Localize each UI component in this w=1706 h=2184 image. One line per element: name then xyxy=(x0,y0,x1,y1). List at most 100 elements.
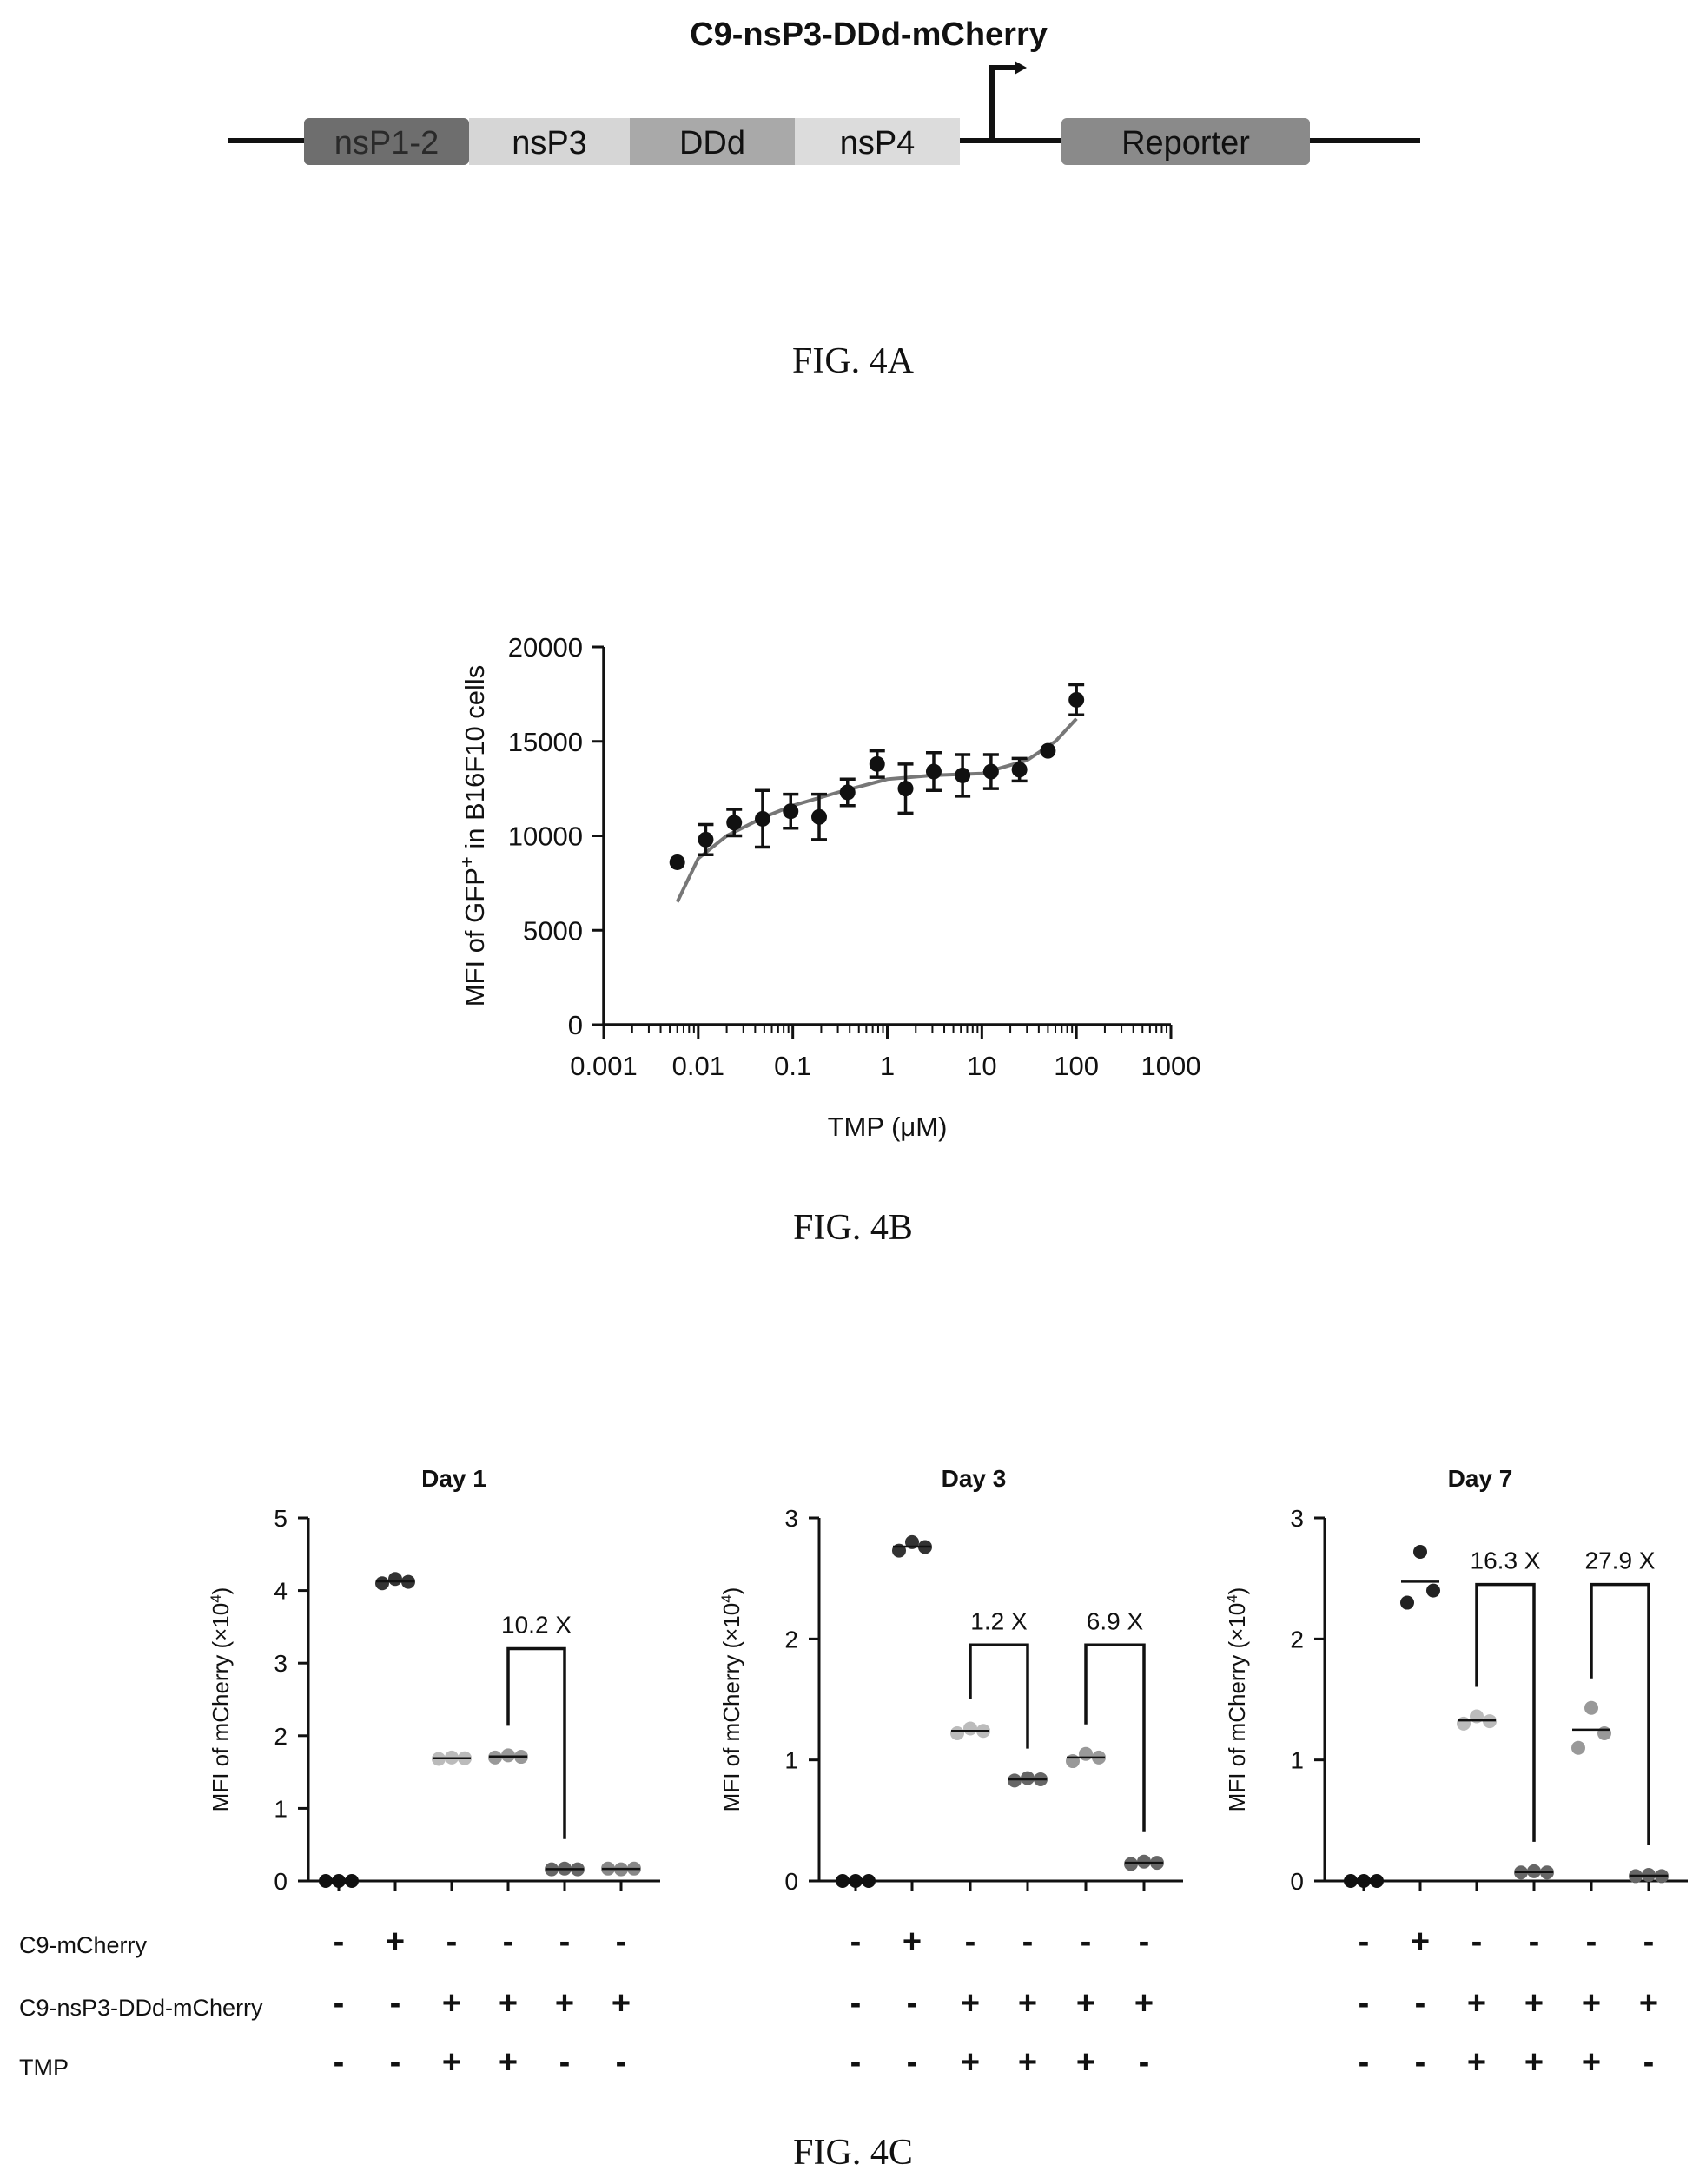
construct-segments: nsP1-2 nsP3 DDd nsP4 Reporter xyxy=(304,118,1310,165)
condition-sign: + xyxy=(1524,1985,1544,2022)
data-point xyxy=(1040,742,1056,759)
sample-point xyxy=(1571,1740,1585,1755)
data-point xyxy=(754,810,770,827)
data-point xyxy=(811,808,828,825)
condition-sign: - xyxy=(850,2044,862,2081)
panel-y-tick-label: 5 xyxy=(274,1505,288,1532)
condition-sign: - xyxy=(389,2044,401,2081)
condition-sign: + xyxy=(1581,1985,1602,2022)
condition-sign: + xyxy=(441,1985,462,2022)
condition-sign: - xyxy=(559,2044,571,2081)
row-label-tmp: TMP xyxy=(19,2055,69,2081)
sample-point xyxy=(388,1572,402,1587)
condition-sign: + xyxy=(1410,1923,1431,1960)
condition-sign: - xyxy=(559,1923,571,1960)
x-axis-label: TMP (μM) xyxy=(828,1112,948,1142)
fold-label: 10.2 X xyxy=(501,1611,572,1638)
condition-sign: + xyxy=(498,1985,519,2022)
segment-label-4: Reporter xyxy=(1121,125,1250,162)
condition-sign: - xyxy=(964,1923,976,1960)
row-label-c9-mcherry: C9-mCherry xyxy=(19,1932,148,1958)
condition-sign: + xyxy=(1581,2044,1602,2081)
condition-sign: + xyxy=(960,2044,981,2081)
condition-sign: - xyxy=(333,1923,345,1960)
condition-sign: - xyxy=(1022,1923,1034,1960)
condition-sign: - xyxy=(333,2044,345,2081)
data-point xyxy=(982,763,999,780)
sample-point xyxy=(1066,1754,1080,1769)
sample-point xyxy=(1597,1726,1611,1741)
fig4c-caption: FIG. 4C xyxy=(793,2133,913,2173)
sample-point xyxy=(1400,1595,1414,1610)
fold-label: 1.2 X xyxy=(970,1607,1028,1634)
panel-y-tick-label: 3 xyxy=(784,1505,798,1532)
condition-sign: - xyxy=(389,1985,401,2022)
fold-bracket xyxy=(1084,1643,1146,1832)
data-point xyxy=(783,803,799,820)
data-point xyxy=(839,784,856,801)
condition-sign: - xyxy=(1414,1985,1426,2022)
sample-point xyxy=(501,1748,515,1763)
panel-y-tick-label: 3 xyxy=(1290,1505,1304,1532)
data-point xyxy=(955,767,971,783)
sample-point xyxy=(1124,1857,1138,1871)
sample-point xyxy=(963,1721,977,1736)
fold-bracket xyxy=(506,1646,566,1839)
fig4a-caption: FIG. 4A xyxy=(791,341,914,381)
panel-y-tick-label: 1 xyxy=(784,1747,798,1774)
condition-sign: - xyxy=(1358,1923,1370,1960)
promoter-arrow xyxy=(989,65,1018,141)
row-label-c9-nsp3: C9-nsP3-DDd-mCherry xyxy=(19,1995,263,2021)
fig4b-chart: 0 5000 10000 15000 20000 0.001 0.01 0.1 1 10 100 10… xyxy=(456,632,1201,1142)
condition-sign: + xyxy=(554,1985,575,2022)
x-tick-label: 1 xyxy=(880,1051,895,1081)
condition-sign: - xyxy=(333,1985,345,2022)
x-tick-label: 100 xyxy=(1054,1051,1099,1081)
panel-title: Day 3 xyxy=(942,1465,1007,1492)
segment-label-0: nsP1-2 xyxy=(334,125,439,162)
condition-sign: - xyxy=(1528,1923,1540,1960)
panel-y-tick-label: 2 xyxy=(274,1723,288,1750)
fold-bracket xyxy=(1590,1582,1650,1846)
fig4c-charts: Day 1 0 1 2 3 4 5 MFI of mCherry (×104) 10.2 X Da… xyxy=(208,1465,1688,1895)
y-tick-label: 0 xyxy=(568,1010,583,1040)
sample-point xyxy=(950,1726,964,1741)
sample-point xyxy=(1426,1583,1440,1598)
data-point xyxy=(869,755,885,772)
condition-sign: - xyxy=(906,1985,918,2022)
condition-sign: + xyxy=(441,2044,462,2081)
condition-sign: + xyxy=(1017,2044,1038,2081)
condition-sign: - xyxy=(1138,1923,1150,1960)
sample-point xyxy=(1008,1773,1022,1788)
panel-title: Day 7 xyxy=(1448,1465,1513,1492)
sample-point xyxy=(1021,1771,1035,1785)
fit-curve xyxy=(675,717,1078,903)
panel-y-tick-label: 3 xyxy=(274,1650,288,1677)
segment-2 xyxy=(630,118,795,165)
y-axis-label: MFI of GFP+ in B16F10 cells xyxy=(456,665,491,1007)
panel-title: Day 1 xyxy=(421,1465,486,1492)
data-point xyxy=(726,815,743,831)
construct-diagram: C9-nsP3-DDd-mCherry nsP1-2 nsP3 DDd nsP4 Rep… xyxy=(228,16,1420,165)
condition-sign: + xyxy=(1638,1985,1659,2022)
panel-y-tick-label: 0 xyxy=(784,1868,798,1895)
construct-title: C9-nsP3-DDd-mCherry xyxy=(690,16,1048,53)
y-tick-label: 15000 xyxy=(508,727,583,757)
condition-sign: + xyxy=(1466,1985,1487,2022)
sample-point xyxy=(1079,1746,1093,1761)
fold-bracket xyxy=(969,1643,1029,1749)
condition-sign: - xyxy=(1643,2044,1655,2081)
x-tick-label: 0.1 xyxy=(774,1051,811,1081)
sample-point xyxy=(1584,1700,1598,1715)
segment-label-1: nsP3 xyxy=(512,125,587,162)
condition-sign: + xyxy=(611,1985,631,2022)
condition-sign: + xyxy=(498,2044,519,2081)
segment-1 xyxy=(469,118,630,165)
fold-bracket xyxy=(1475,1582,1536,1842)
condition-sign: + xyxy=(385,1923,406,1960)
condition-sign: + xyxy=(1075,1985,1096,2022)
data-point xyxy=(925,763,942,780)
data-point xyxy=(698,831,714,848)
condition-sign: - xyxy=(1643,1923,1655,1960)
x-tick-label: 0.01 xyxy=(672,1051,724,1081)
